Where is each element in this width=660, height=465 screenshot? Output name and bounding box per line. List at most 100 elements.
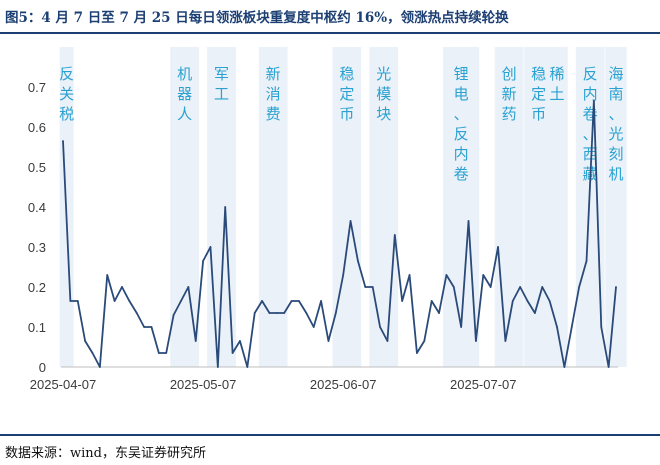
data-point bbox=[379, 326, 381, 328]
data-point bbox=[511, 300, 514, 302]
y-tick-label: 0.5 bbox=[28, 160, 46, 175]
x-axis: 2025-04-07 2025-05-07 2025-06-07 2025-07-07 bbox=[30, 366, 618, 392]
data-point bbox=[224, 206, 227, 208]
data-point bbox=[357, 260, 359, 262]
data-point bbox=[106, 274, 109, 276]
title-divider bbox=[0, 32, 660, 34]
data-point bbox=[334, 312, 337, 314]
annotation-label: 创新药 bbox=[502, 65, 517, 123]
data-point bbox=[386, 340, 389, 342]
data-point bbox=[113, 300, 116, 302]
annotation-label: 新消费 bbox=[266, 65, 281, 123]
data-point bbox=[504, 340, 507, 342]
data-point bbox=[489, 286, 492, 288]
data-point bbox=[475, 340, 477, 342]
y-tick-label: 0.6 bbox=[28, 120, 46, 135]
data-point bbox=[253, 312, 256, 314]
data-point bbox=[467, 220, 470, 222]
annotation-band bbox=[494, 47, 524, 367]
data-point bbox=[143, 326, 146, 328]
data-point bbox=[533, 312, 536, 314]
annotation-label: 军工 bbox=[214, 65, 229, 103]
data-point bbox=[519, 286, 522, 288]
data-point bbox=[408, 274, 411, 276]
annotation-label: 稳定币 bbox=[531, 65, 546, 123]
data-point bbox=[541, 286, 544, 288]
annotation-label: 稀土 bbox=[550, 65, 565, 103]
data-point bbox=[482, 274, 485, 276]
data-point bbox=[600, 326, 603, 328]
data-point bbox=[305, 312, 308, 314]
data-point bbox=[445, 274, 448, 276]
annotation-labels: 反关税机器人军工新消费稳定币光模块锂电、反内卷创新药稳定币稀土反内卷、西藏海南、… bbox=[59, 65, 623, 183]
data-point bbox=[349, 220, 352, 222]
data-point bbox=[128, 300, 131, 302]
data-point bbox=[312, 326, 315, 328]
series-group bbox=[62, 100, 617, 368]
source-note: 数据来源：wind，东吴证券研究所 bbox=[5, 446, 206, 461]
data-point bbox=[585, 260, 588, 262]
data-point bbox=[327, 340, 330, 342]
x-tick-label: 2025-05-07 bbox=[170, 377, 237, 392]
data-point bbox=[150, 326, 153, 328]
data-point bbox=[216, 366, 219, 368]
data-point bbox=[290, 300, 293, 302]
annotation-band bbox=[575, 47, 605, 367]
annotation-band bbox=[369, 47, 399, 367]
data-point bbox=[416, 352, 418, 354]
y-tick-label: 0.4 bbox=[28, 200, 46, 215]
y-axis: 0 0.1 0.2 0.3 0.4 0.5 0.6 0.7 bbox=[28, 80, 46, 375]
data-point bbox=[231, 352, 234, 354]
data-point bbox=[615, 286, 617, 288]
y-tick-label: 0 bbox=[39, 360, 46, 375]
x-tick-label: 2025-04-07 bbox=[30, 377, 97, 392]
data-point bbox=[84, 340, 87, 342]
data-point bbox=[157, 352, 160, 354]
data-point bbox=[592, 100, 595, 102]
data-point bbox=[98, 366, 101, 368]
data-point bbox=[187, 286, 190, 288]
annotation-label: 光模块 bbox=[376, 65, 391, 123]
data-point bbox=[209, 246, 212, 248]
data-point bbox=[607, 366, 610, 368]
data-point bbox=[364, 286, 367, 288]
data-point bbox=[202, 260, 204, 262]
data-point bbox=[430, 300, 433, 302]
data-point bbox=[246, 366, 249, 368]
data-point bbox=[526, 300, 529, 302]
x-tick-label: 2025-06-07 bbox=[310, 377, 377, 392]
data-point bbox=[371, 286, 374, 288]
source-divider bbox=[0, 434, 660, 436]
x-tick-label: 2025-07-07 bbox=[450, 377, 517, 392]
data-point bbox=[121, 286, 123, 288]
data-point bbox=[172, 314, 175, 316]
data-point bbox=[268, 312, 271, 314]
data-point bbox=[563, 366, 566, 368]
data-point bbox=[393, 234, 396, 236]
data-point bbox=[165, 352, 168, 354]
data-point bbox=[62, 140, 64, 142]
annotation-label: 锂电、反内卷 bbox=[454, 65, 469, 183]
data-point bbox=[194, 340, 197, 342]
y-tick-label: 0.3 bbox=[28, 240, 46, 255]
y-tick-label: 0.7 bbox=[28, 80, 46, 95]
data-point bbox=[283, 312, 286, 314]
data-point bbox=[135, 312, 138, 314]
data-point bbox=[556, 326, 558, 328]
data-point bbox=[76, 300, 79, 302]
data-point bbox=[570, 326, 573, 328]
data-point bbox=[423, 340, 426, 342]
data-point bbox=[578, 286, 581, 288]
data-point bbox=[460, 326, 463, 328]
annotation-label: 机器人 bbox=[177, 65, 192, 123]
annotation-band bbox=[605, 47, 627, 367]
data-point bbox=[91, 352, 94, 354]
data-point bbox=[298, 300, 300, 302]
data-point bbox=[180, 300, 182, 302]
data-point bbox=[438, 312, 440, 314]
data-point bbox=[239, 340, 241, 342]
annotation-label: 稳定币 bbox=[339, 65, 354, 123]
data-point bbox=[452, 286, 455, 288]
data-point bbox=[401, 300, 404, 302]
data-point bbox=[548, 300, 551, 302]
